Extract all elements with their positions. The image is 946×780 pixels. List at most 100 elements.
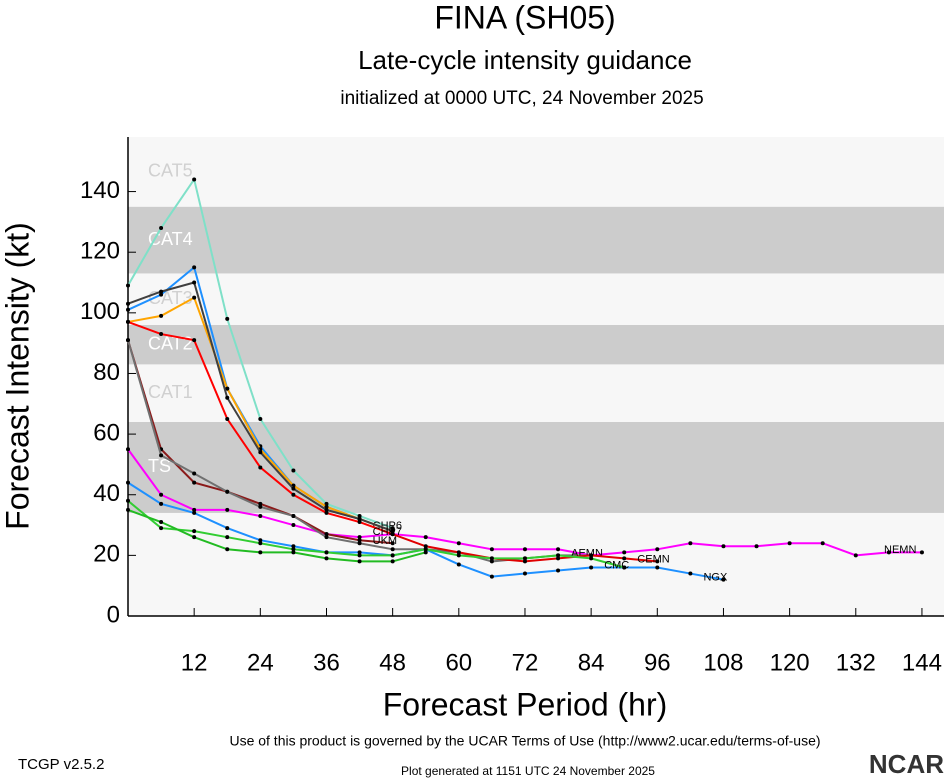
- data-point: [324, 550, 329, 555]
- y-axis-label: Forecast Intensity (kt): [0, 222, 35, 530]
- data-point: [721, 577, 726, 582]
- data-point: [622, 565, 627, 570]
- y-tick-label: 40: [93, 480, 120, 507]
- data-point: [159, 501, 164, 506]
- data-point: [390, 526, 395, 531]
- y-tick-label: 100: [80, 298, 120, 325]
- data-point: [589, 553, 594, 558]
- data-point: [324, 501, 329, 506]
- data-point: [225, 547, 230, 552]
- x-tick-label: 12: [181, 649, 208, 676]
- chart-title: FINA (SH05): [434, 0, 615, 35]
- data-point: [225, 526, 230, 531]
- data-point: [589, 565, 594, 570]
- data-point: [126, 480, 130, 485]
- category-band: [128, 206, 944, 274]
- data-point: [192, 280, 197, 285]
- data-point: [423, 535, 428, 540]
- data-point: [655, 565, 660, 570]
- x-tick-label: 96: [644, 649, 671, 676]
- x-tick-label: 72: [512, 649, 539, 676]
- generated: Plot generated at 1151 UTC 24 November 2…: [401, 764, 655, 778]
- data-point: [192, 265, 197, 270]
- data-point: [225, 386, 230, 391]
- data-point: [159, 453, 164, 458]
- data-point: [159, 526, 164, 531]
- data-point: [688, 541, 693, 546]
- data-point: [291, 513, 296, 518]
- x-axis-label: Forecast Period (hr): [383, 686, 668, 722]
- band-label: CAT4: [148, 229, 193, 249]
- x-tick-label: 108: [703, 649, 743, 676]
- x-tick-label: 132: [836, 649, 876, 676]
- data-point: [126, 498, 130, 503]
- series-label: NGX: [703, 572, 728, 584]
- data-point: [291, 492, 296, 497]
- series-label: CMC: [604, 559, 629, 571]
- data-point: [324, 535, 329, 540]
- data-point: [291, 550, 296, 555]
- data-point: [556, 568, 561, 573]
- data-point: [225, 395, 230, 400]
- category-band: [128, 421, 944, 513]
- data-point: [655, 547, 660, 552]
- category-band: [128, 324, 944, 365]
- data-point: [192, 507, 197, 512]
- data-point: [357, 541, 362, 546]
- data-point: [258, 541, 263, 546]
- data-point: [225, 316, 230, 321]
- data-point: [622, 550, 627, 555]
- data-point: [489, 559, 494, 564]
- data-point: [324, 504, 329, 509]
- x-tick-label: 48: [379, 649, 406, 676]
- data-point: [258, 465, 263, 470]
- data-point: [192, 529, 197, 534]
- category-band: [128, 364, 944, 422]
- data-point: [390, 541, 395, 546]
- data-point: [192, 177, 197, 182]
- data-point: [390, 547, 395, 552]
- data-point: [291, 468, 296, 473]
- data-point: [192, 471, 197, 476]
- data-point: [192, 510, 197, 515]
- data-point: [258, 450, 263, 455]
- data-point: [390, 559, 395, 564]
- category-band: [128, 137, 944, 207]
- data-point: [489, 547, 494, 552]
- data-point: [291, 547, 296, 552]
- data-point: [126, 447, 130, 452]
- data-point: [390, 532, 395, 537]
- chart-subtitle: Late-cycle intensity guidance: [358, 45, 692, 75]
- init-time: initialized at 0000 UTC, 24 November 202…: [340, 88, 703, 109]
- data-point: [159, 225, 164, 230]
- data-point: [522, 571, 527, 576]
- data-point: [192, 338, 197, 343]
- data-point: [324, 556, 329, 561]
- data-point: [159, 520, 164, 525]
- data-point: [357, 553, 362, 558]
- y-tick-label: 140: [80, 177, 120, 204]
- x-tick-label: 144: [902, 649, 942, 676]
- data-point: [390, 553, 395, 558]
- x-tick-label: 120: [770, 649, 810, 676]
- x-tick-label: 84: [578, 649, 605, 676]
- data-point: [556, 556, 561, 561]
- data-point: [159, 492, 164, 497]
- band-label: TS: [148, 456, 171, 476]
- y-tick-label: 120: [80, 238, 120, 265]
- data-point: [357, 516, 362, 521]
- x-tick-label: 60: [445, 649, 472, 676]
- data-point: [291, 544, 296, 549]
- data-point: [754, 544, 759, 549]
- x-tick-label: 24: [247, 649, 274, 676]
- data-point: [225, 535, 230, 540]
- data-point: [291, 486, 296, 491]
- data-point: [126, 301, 130, 306]
- version: TCGP v2.5.2: [18, 756, 104, 773]
- category-band: [128, 273, 944, 325]
- data-point: [622, 556, 627, 561]
- data-point: [456, 550, 461, 555]
- data-point: [192, 535, 197, 540]
- series-label: NEMN: [884, 544, 916, 556]
- y-tick-label: 20: [93, 541, 120, 568]
